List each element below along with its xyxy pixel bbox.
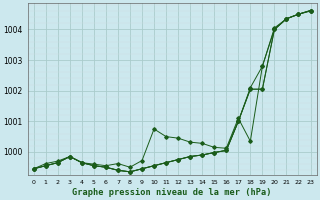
- X-axis label: Graphe pression niveau de la mer (hPa): Graphe pression niveau de la mer (hPa): [72, 188, 272, 197]
